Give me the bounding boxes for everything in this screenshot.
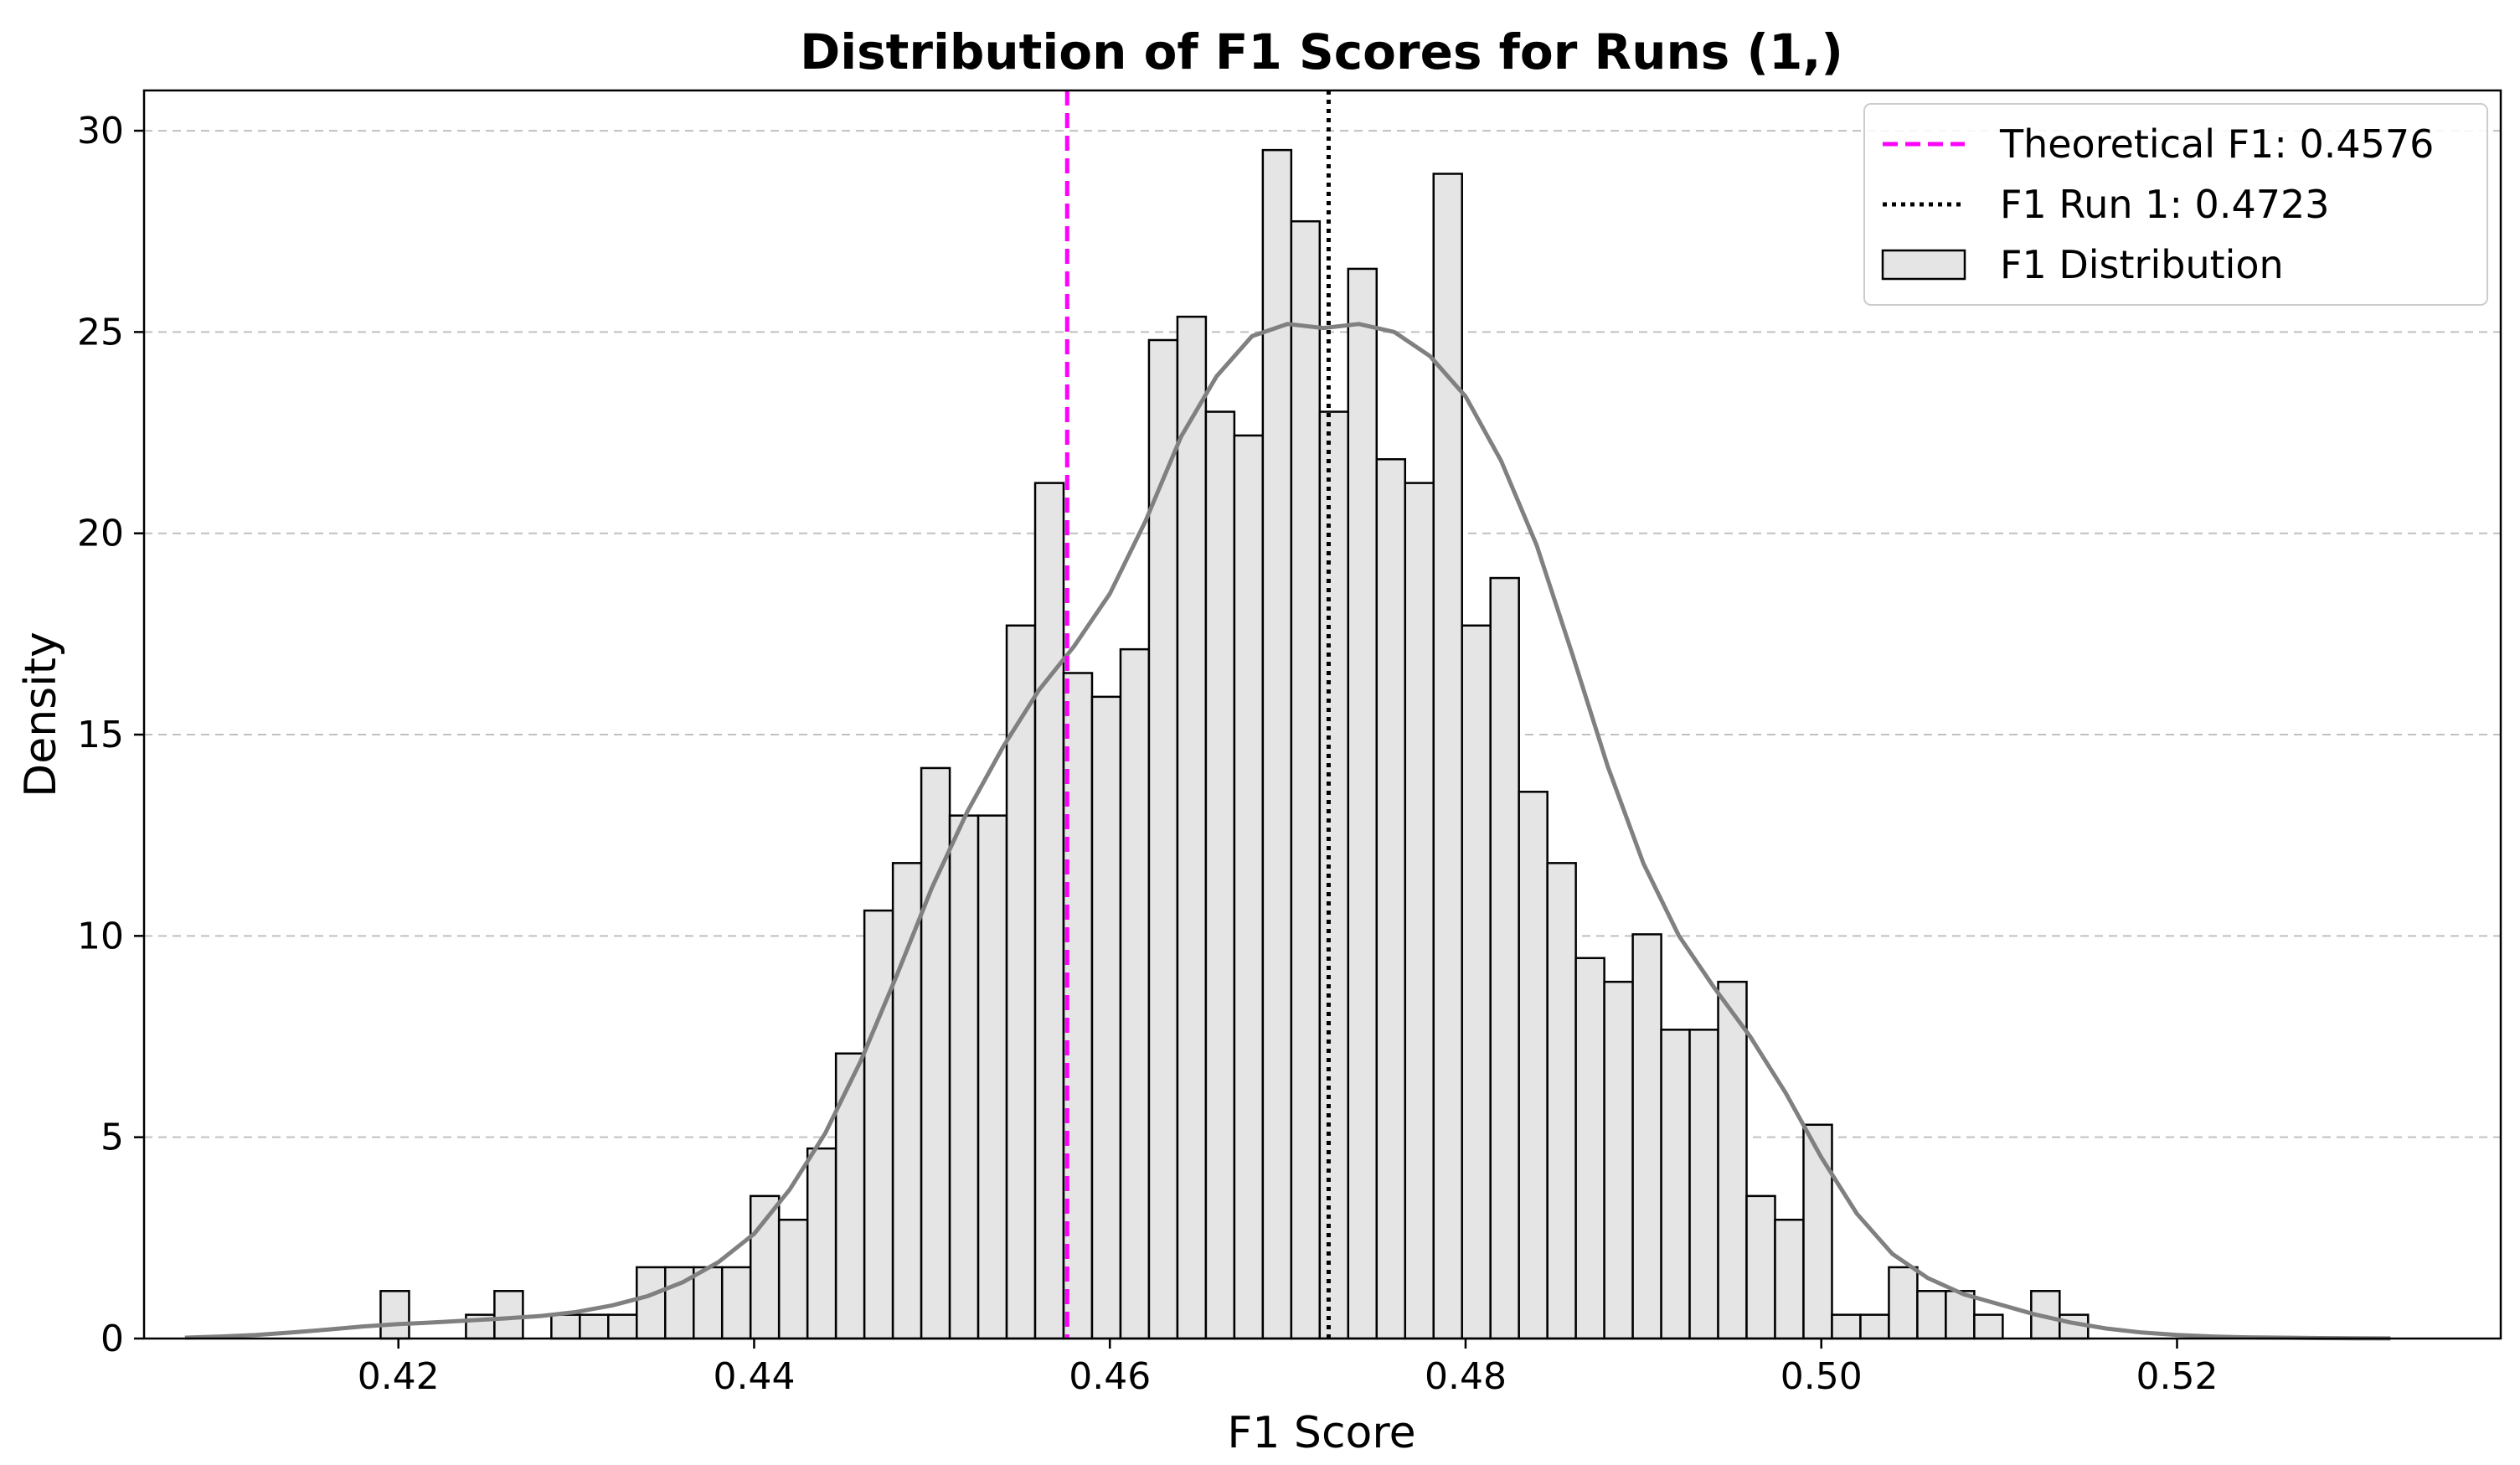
histogram-bar	[1033, 482, 1065, 1340]
histogram-bar	[1489, 576, 1520, 1340]
y-grid	[144, 130, 2501, 1138]
histogram-bar	[692, 1266, 724, 1340]
reference-lines	[1064, 90, 1331, 1339]
histogram-bar	[1574, 957, 1605, 1340]
histogram-bar	[1859, 1313, 1890, 1340]
histogram-bar	[1603, 980, 1634, 1340]
histogram-bar	[379, 1290, 410, 1340]
y-tick-label: 10	[77, 915, 124, 957]
histogram-bar	[1432, 173, 1463, 1340]
x-axis-label: F1 Score	[1227, 1408, 1415, 1458]
histogram-bar	[1347, 267, 1379, 1340]
histogram-bars	[379, 148, 2090, 1340]
histogram-bar	[1916, 1290, 1947, 1340]
y-axis-label: Density	[16, 632, 66, 797]
histogram-bar	[777, 1218, 809, 1340]
histogram-bar	[1204, 410, 1236, 1340]
histogram-bar	[1147, 338, 1179, 1340]
legend: Theoretical F1: 0.4576 F1 Run 1: 0.4723 F1…	[1863, 103, 2488, 306]
x-tick-label: 0.42	[358, 1355, 440, 1398]
histogram-bar	[1404, 482, 1435, 1340]
x-tick-label: 0.48	[1425, 1355, 1507, 1398]
x-axis-ticks: 0.42 0.44 0.46 0.48 0.50 0.52	[358, 1339, 2218, 1398]
histogram-bar	[1717, 980, 1748, 1340]
histogram-bar	[1973, 1313, 2004, 1340]
y-tick-label: 15	[77, 714, 124, 756]
histogram-bar	[863, 909, 894, 1340]
histogram-bar	[1546, 862, 1577, 1340]
histogram-bar	[948, 814, 980, 1340]
histogram-bar	[579, 1313, 610, 1340]
histogram-bar	[636, 1266, 667, 1340]
histogram-bar	[1518, 791, 1549, 1340]
histogram-bar	[1290, 219, 1322, 1340]
y-tick-label: 30	[77, 110, 124, 152]
histogram-bar	[1660, 1029, 1691, 1340]
kde-line	[184, 322, 2391, 1341]
histogram-bar	[1233, 434, 1265, 1340]
x-tick-label: 0.44	[713, 1355, 795, 1398]
kde-curve	[184, 322, 2391, 1341]
histogram-bar	[1005, 624, 1037, 1340]
histogram-bar	[1176, 315, 1208, 1340]
histogram-bar	[1831, 1313, 1862, 1340]
legend-swatch-distribution	[1881, 249, 1966, 281]
histogram-bar	[607, 1313, 638, 1340]
histogram-bar	[1802, 1123, 1833, 1340]
histogram-bar	[891, 862, 923, 1340]
histogram-bar	[1745, 1194, 1776, 1340]
histogram-bar	[1774, 1218, 1805, 1340]
legend-label: F1 Distribution	[2000, 242, 2284, 287]
y-axis-ticks: 0 5 10 15 20 25 30	[77, 110, 144, 1360]
legend-label: Theoretical F1: 0.4576	[1999, 121, 2434, 167]
histogram-bar	[1631, 933, 1662, 1340]
histogram-bar	[806, 1147, 837, 1340]
y-tick-label: 5	[100, 1117, 124, 1159]
chart-title: Distribution of F1 Scores for Runs (1,)	[800, 23, 1843, 80]
x-tick-label: 0.52	[2136, 1355, 2218, 1398]
histogram-bar	[720, 1266, 752, 1340]
y-tick-label: 25	[77, 311, 124, 353]
histogram-bar	[1119, 647, 1151, 1340]
histogram-bar	[977, 814, 1008, 1340]
x-tick-label: 0.46	[1069, 1355, 1151, 1398]
histogram-bar	[1090, 695, 1122, 1340]
histogram-bar	[1261, 148, 1293, 1340]
y-tick-label: 20	[77, 513, 124, 555]
histogram-bar	[834, 1052, 866, 1340]
histogram-bar	[1461, 624, 1492, 1340]
histogram-bar	[550, 1313, 581, 1340]
histogram-bar	[1688, 1029, 1719, 1340]
histogram-bar	[1318, 410, 1350, 1340]
legend-box	[1863, 103, 2488, 306]
histogram-bar	[1375, 458, 1407, 1340]
x-tick-label: 0.50	[1780, 1355, 1863, 1398]
histogram-bar	[1888, 1266, 1919, 1340]
plot-frame	[142, 89, 2502, 1340]
legend-label: F1 Run 1: 0.4723	[2000, 182, 2330, 227]
histogram-bar	[493, 1290, 524, 1340]
y-tick-label: 0	[100, 1318, 124, 1360]
